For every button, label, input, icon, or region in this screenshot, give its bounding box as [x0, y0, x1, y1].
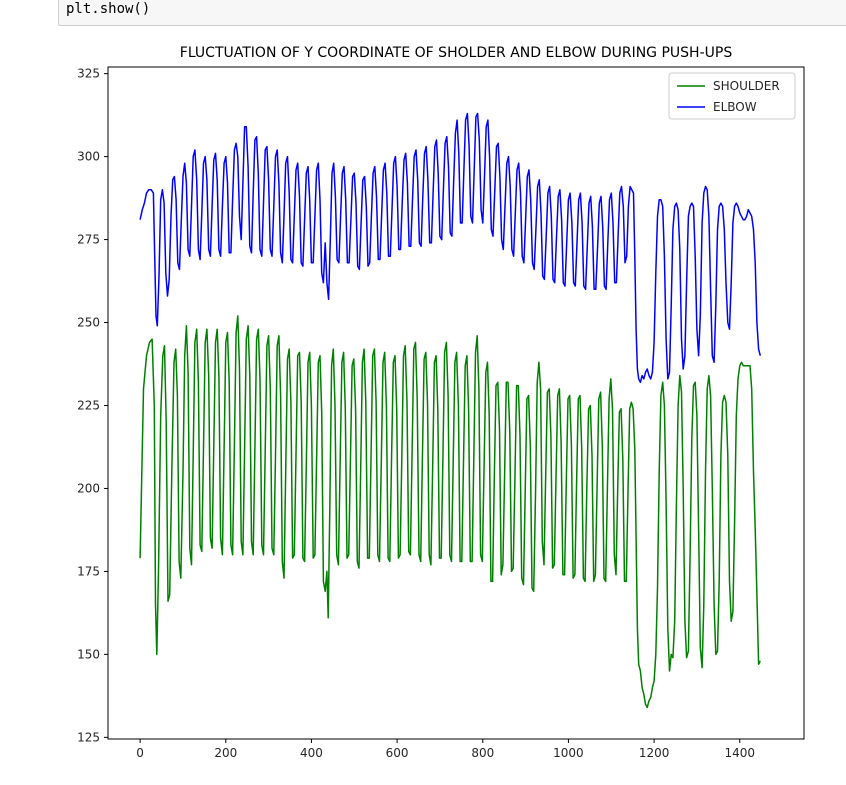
- y-tick-label: 175: [77, 564, 100, 578]
- legend-label-elbow: ELBOW: [713, 100, 757, 114]
- legend-label-shoulder: SHOULDER: [713, 79, 780, 93]
- y-tick-label: 275: [77, 233, 100, 247]
- x-tick-label: 200: [214, 746, 237, 760]
- x-tick-label: 800: [471, 746, 494, 760]
- axes: 0 200 400 600 800 1000 1200 1400 125 150 175 200 225…: [77, 66, 805, 760]
- code-cell[interactable]: plt.show(): [58, 0, 846, 26]
- code-line: plt.show(): [66, 1, 151, 17]
- x-tick-label: 0: [136, 746, 144, 760]
- y-tick-label: 325: [77, 67, 100, 81]
- series-line-elbow: [139, 112, 762, 384]
- y-tick-label: 200: [77, 481, 100, 495]
- x-tick-label: 1000: [553, 746, 584, 760]
- y-tick-label: 300: [77, 150, 100, 164]
- y-tick-label: 125: [77, 730, 100, 744]
- x-tick-label: 400: [300, 746, 323, 760]
- x-tick-label: 1200: [639, 746, 670, 760]
- series-line-shoulder: [139, 315, 761, 709]
- x-tick-label: 600: [386, 746, 409, 760]
- x-tick-label: 1400: [724, 746, 755, 760]
- chart-title: FLUCTUATION OF Y COORDINATE OF SHOLDER A…: [180, 45, 733, 61]
- plot-area: [139, 112, 762, 709]
- axes-frame: [107, 66, 805, 740]
- y-tick-label: 150: [77, 647, 100, 661]
- y-tick-label: 250: [77, 316, 100, 330]
- legend: SHOULDER ELBOW: [668, 72, 796, 120]
- y-tick-label: 225: [77, 398, 100, 412]
